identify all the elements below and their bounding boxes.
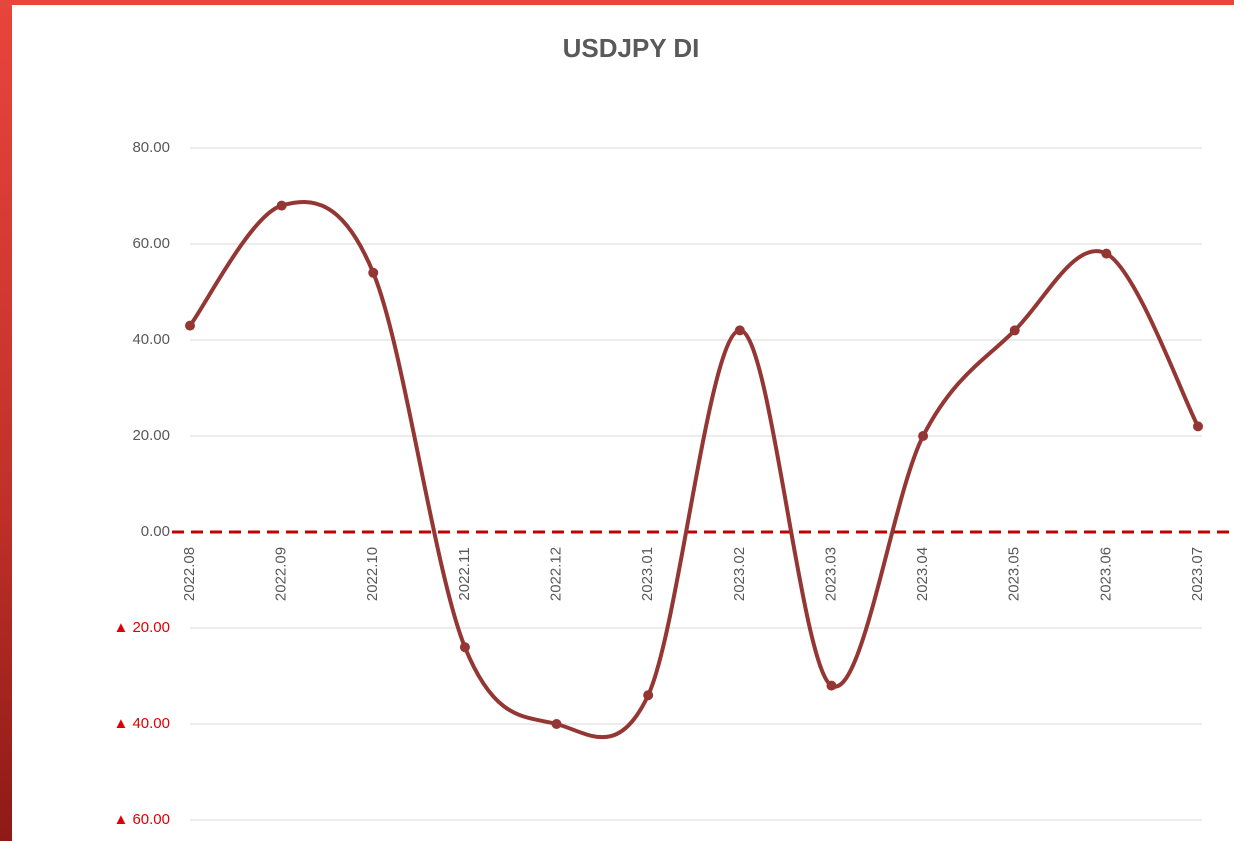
x-tick-label: 2023.01: [639, 547, 656, 601]
data-point: [826, 680, 837, 691]
x-tick-label: 2023.07: [1189, 547, 1206, 601]
y-tick-label: ▲ 60.00: [113, 811, 170, 828]
y-tick-label: 20.00: [132, 427, 170, 444]
x-tick-label: 2022.11: [456, 547, 473, 600]
x-tick-label: 2022.12: [548, 547, 565, 601]
y-tick-label: 80.00: [132, 139, 170, 156]
chart-title: USDJPY DI: [563, 33, 700, 63]
x-tick-label: 2022.08: [181, 547, 198, 601]
data-point: [643, 690, 654, 701]
data-point: [1009, 325, 1020, 336]
x-tick-label: 2023.03: [822, 547, 839, 601]
x-tick-label: 2023.04: [914, 547, 931, 601]
y-tick-label: ▲ 40.00: [113, 715, 170, 732]
data-point: [368, 267, 379, 278]
x-tick-label: 2022.10: [364, 547, 381, 601]
x-tick-label: 2023.02: [731, 547, 748, 601]
y-tick-label: ▲ 20.00: [113, 619, 170, 636]
y-tick-label: 40.00: [132, 331, 170, 348]
data-point: [185, 320, 195, 331]
x-tick-label: 2023.05: [1006, 547, 1023, 601]
x-tick-label: 2022.09: [273, 547, 290, 601]
data-point: [918, 431, 929, 441]
data-point: [734, 325, 745, 336]
data-point: [276, 200, 287, 211]
data-point: [1193, 421, 1203, 432]
x-tick-label: 2023.06: [1097, 547, 1114, 601]
data-point: [551, 719, 562, 729]
y-tick-label: 0.00: [141, 523, 170, 540]
data-point: [1101, 248, 1112, 259]
data-point: [459, 642, 470, 653]
y-tick-label: 60.00: [132, 235, 170, 252]
chart-area: [12, 5, 1234, 841]
